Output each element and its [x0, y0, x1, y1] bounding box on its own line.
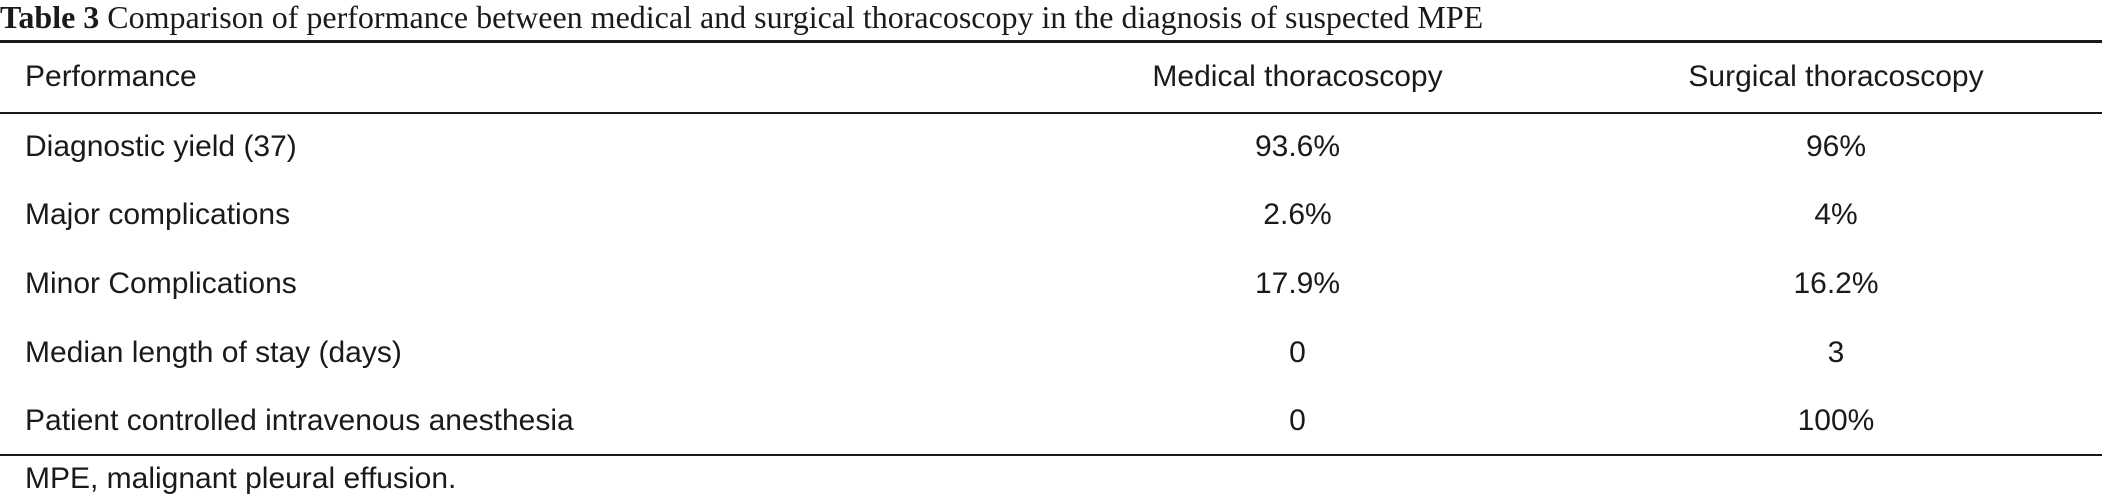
table-row: Minor Complications 17.9% 16.2%: [0, 250, 2102, 319]
medical-value: 0: [1289, 403, 1306, 437]
table-row: Patient controlled intravenous anesthesi…: [0, 387, 2102, 456]
column-header-medical-thoracoscopy: Medical thoracoscopy: [1152, 60, 1443, 94]
row-label: Minor Complications: [25, 266, 297, 300]
row-label: Median length of stay (days): [25, 335, 402, 369]
table-header-row: Performance Medical thoracoscopy Surgica…: [0, 41, 2102, 113]
row-label: Patient controlled intravenous anesthesi…: [25, 403, 574, 437]
surgical-value: 100%: [1797, 403, 1875, 437]
medical-value: 2.6%: [1263, 198, 1332, 232]
surgical-value: 4%: [1814, 198, 1858, 232]
medical-value: 17.9%: [1254, 266, 1341, 300]
surgical-value: 96%: [1805, 130, 1867, 164]
row-label: Diagnostic yield (37): [25, 130, 297, 164]
table-title: Comparison of performance between medica…: [107, 0, 1484, 35]
table-number-label: Table 3: [0, 0, 100, 35]
medical-value: 0: [1289, 335, 1306, 369]
medical-value: 93.6%: [1254, 130, 1341, 164]
surgical-value: 16.2%: [1793, 266, 1879, 300]
table-row: Median length of stay (days) 0 3: [0, 318, 2102, 387]
table-footnote: MPE, malignant pleural effusion.: [25, 462, 457, 495]
table-row: Diagnostic yield (37) 93.6% 96%: [0, 113, 2102, 182]
row-label: Major complications: [25, 198, 291, 232]
column-header-surgical-thoracoscopy: Surgical thoracoscopy: [1688, 60, 1984, 94]
table-caption: Table 3 Comparison of performance betwee…: [0, 0, 1483, 40]
column-header-performance: Performance: [25, 60, 197, 94]
surgical-value: 3: [1827, 335, 1845, 369]
comparison-table: Performance Medical thoracoscopy Surgica…: [0, 40, 2102, 456]
table-row: Major complications 2.6% 4%: [0, 181, 2102, 250]
